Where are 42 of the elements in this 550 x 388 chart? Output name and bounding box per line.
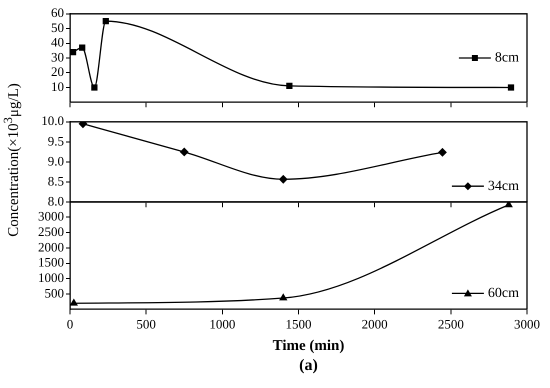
y-tick-label: 10 xyxy=(51,78,64,94)
point xyxy=(102,18,109,24)
y-tick-label: 10.0 xyxy=(41,113,64,128)
x-tick-label: 500 xyxy=(136,316,156,332)
point xyxy=(79,44,86,51)
point xyxy=(91,84,98,91)
point xyxy=(78,122,88,128)
x-axis-title: Time (min) xyxy=(272,338,346,355)
y-tick-label: 50 xyxy=(51,20,64,35)
x-tick-label: 1000 xyxy=(209,316,236,332)
y-tick-label: 30 xyxy=(51,49,64,64)
point xyxy=(286,82,292,89)
point xyxy=(438,148,447,156)
y-tick-label: 3000 xyxy=(38,208,64,224)
legend-label: 60cm xyxy=(488,286,520,302)
y-tick-label: 40 xyxy=(51,34,64,50)
y-tick-label: 2500 xyxy=(38,224,64,239)
point xyxy=(70,299,78,306)
legend-label: 8cm xyxy=(494,50,520,66)
y-tick-label: 8.5 xyxy=(48,174,64,189)
point xyxy=(280,294,287,300)
point xyxy=(508,84,514,91)
text: (a) xyxy=(298,357,319,375)
y-tick-label: 20 xyxy=(51,64,64,80)
y-tick-label: 9.5 xyxy=(48,133,64,148)
y-tick-label: 9.0 xyxy=(48,153,64,168)
x-tick-label: 0 xyxy=(66,316,74,332)
y-tick-label: 1500 xyxy=(38,254,64,270)
x-tick-label: 2500 xyxy=(438,316,464,332)
y-tick-label: 1000 xyxy=(38,270,64,286)
point xyxy=(505,202,512,208)
legend-label: 34cm xyxy=(488,178,520,194)
point xyxy=(279,175,288,184)
x-tick-label: 3000 xyxy=(514,316,540,332)
y-tick-label: 2000 xyxy=(38,239,64,254)
x-tick-label: 2000 xyxy=(362,316,388,332)
y-tick-label: 500 xyxy=(44,285,64,300)
x-tick-label: 1500 xyxy=(286,316,312,332)
y-tick-label: 60 xyxy=(51,5,64,20)
point xyxy=(180,148,188,156)
y-tick-label: 8.0 xyxy=(48,194,64,209)
point xyxy=(70,48,76,56)
